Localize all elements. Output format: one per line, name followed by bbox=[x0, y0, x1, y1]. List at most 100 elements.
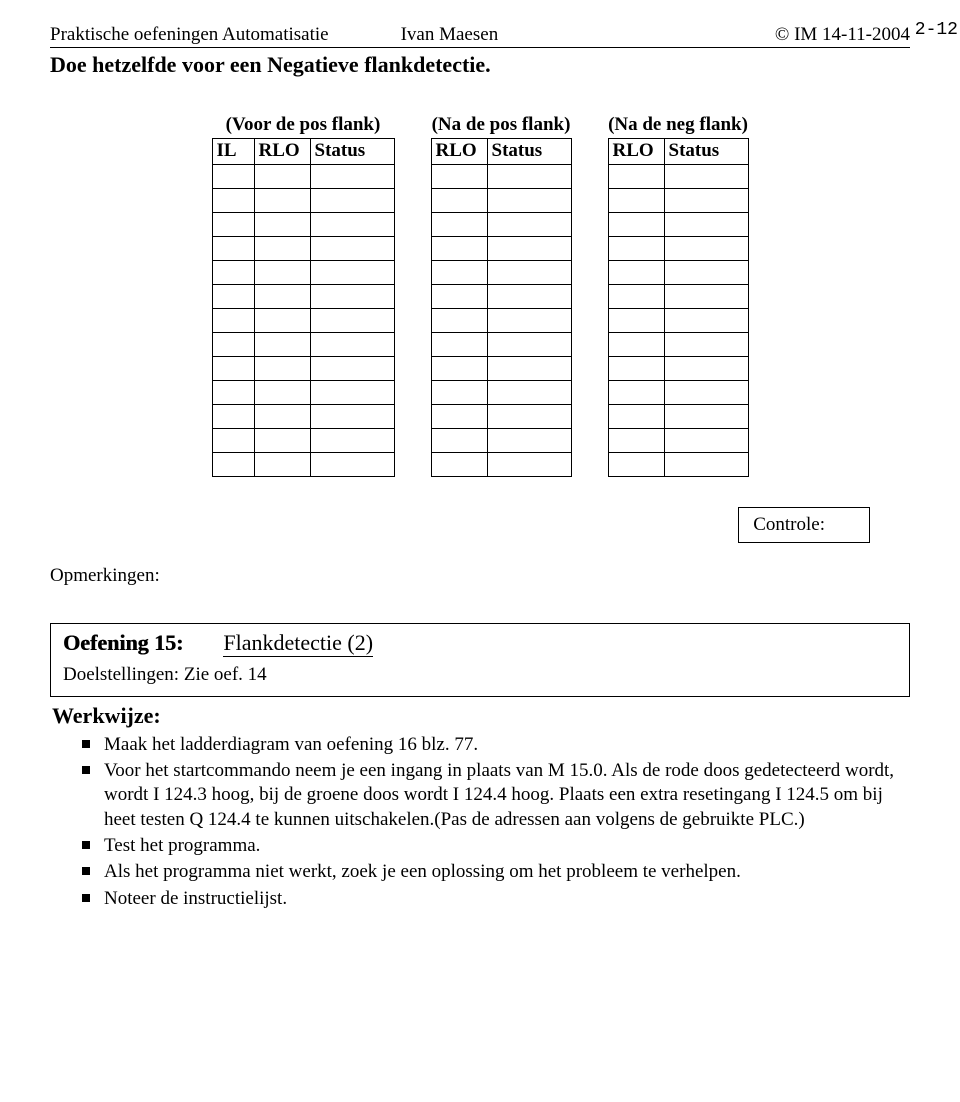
table-cell bbox=[431, 332, 487, 356]
table-row bbox=[212, 236, 394, 260]
table-3: RLOStatus bbox=[608, 138, 749, 477]
table-row bbox=[608, 380, 748, 404]
table-cell bbox=[608, 212, 664, 236]
controle-wrap: Controle: bbox=[50, 507, 910, 543]
table-cell bbox=[310, 284, 394, 308]
table-row bbox=[608, 452, 748, 476]
table-cell bbox=[212, 212, 254, 236]
table-cell bbox=[310, 212, 394, 236]
table-cell bbox=[212, 164, 254, 188]
page-number: 2-12 bbox=[915, 20, 958, 42]
list-item: Maak het ladderdiagram van oefening 16 b… bbox=[104, 733, 910, 757]
table-row bbox=[608, 308, 748, 332]
table-cell bbox=[310, 164, 394, 188]
table-cell bbox=[212, 260, 254, 284]
table-cell bbox=[431, 308, 487, 332]
table-cell bbox=[212, 188, 254, 212]
table-row bbox=[431, 332, 571, 356]
table-cell bbox=[212, 284, 254, 308]
table-row bbox=[608, 164, 748, 188]
table-header-cell: Status bbox=[487, 138, 571, 164]
table-cell bbox=[608, 380, 664, 404]
table-cell bbox=[664, 164, 748, 188]
table-cell bbox=[487, 428, 571, 452]
werkwijze-label: Werkwijze: bbox=[52, 703, 910, 729]
table-cell bbox=[431, 212, 487, 236]
opmerkingen-label: Opmerkingen: bbox=[50, 565, 910, 587]
table-row bbox=[212, 452, 394, 476]
table-header-cell: RLO bbox=[431, 138, 487, 164]
exercise-title-row: Oefening 15: Flankdetectie (2) bbox=[63, 630, 899, 656]
table-row bbox=[212, 308, 394, 332]
table-2: RLOStatus bbox=[431, 138, 572, 477]
table-cell bbox=[608, 428, 664, 452]
table-cell bbox=[664, 356, 748, 380]
table-cell bbox=[310, 380, 394, 404]
table-row bbox=[431, 188, 571, 212]
table-2-wrap: (Na de pos flank) RLOStatus bbox=[431, 114, 572, 477]
table-cell bbox=[431, 380, 487, 404]
table-cell bbox=[487, 260, 571, 284]
table-cell bbox=[212, 428, 254, 452]
table-cell bbox=[254, 188, 310, 212]
table-cell bbox=[310, 404, 394, 428]
table-cell bbox=[487, 404, 571, 428]
table-row bbox=[431, 428, 571, 452]
table-cell bbox=[608, 332, 664, 356]
table-cell bbox=[310, 452, 394, 476]
table-3-caption: (Na de neg flank) bbox=[608, 114, 748, 136]
table-row bbox=[212, 356, 394, 380]
table-cell bbox=[608, 404, 664, 428]
table-row bbox=[212, 332, 394, 356]
table-cell bbox=[664, 428, 748, 452]
table-cell bbox=[664, 260, 748, 284]
table-row bbox=[431, 356, 571, 380]
table-cell bbox=[212, 452, 254, 476]
table-cell bbox=[254, 284, 310, 308]
table-cell bbox=[487, 212, 571, 236]
exercise-label: Oefening 15: bbox=[63, 630, 183, 656]
table-row bbox=[212, 212, 394, 236]
table-cell bbox=[254, 356, 310, 380]
table-cell bbox=[212, 308, 254, 332]
table-row bbox=[431, 212, 571, 236]
table-cell bbox=[608, 260, 664, 284]
table-cell bbox=[431, 260, 487, 284]
table-row bbox=[608, 188, 748, 212]
table-row bbox=[431, 380, 571, 404]
controle-box: Controle: bbox=[738, 507, 870, 543]
table-cell bbox=[664, 404, 748, 428]
table-cell bbox=[254, 332, 310, 356]
table-row bbox=[608, 212, 748, 236]
table-cell bbox=[664, 332, 748, 356]
table-row bbox=[608, 236, 748, 260]
table-cell bbox=[254, 428, 310, 452]
table-header-cell: RLO bbox=[254, 138, 310, 164]
table-cell bbox=[664, 380, 748, 404]
table-1-wrap: (Voor de pos flank) ILRLOStatus bbox=[212, 114, 395, 477]
table-row bbox=[608, 260, 748, 284]
table-cell bbox=[608, 356, 664, 380]
table-header-cell: RLO bbox=[608, 138, 664, 164]
table-cell bbox=[254, 452, 310, 476]
werkwijze-list: Maak het ladderdiagram van oefening 16 b… bbox=[50, 733, 910, 911]
table-cell bbox=[664, 452, 748, 476]
exercise-box: Oefening 15: Flankdetectie (2) Doelstell… bbox=[50, 623, 910, 697]
table-header-cell: Status bbox=[664, 138, 748, 164]
table-cell bbox=[310, 308, 394, 332]
table-cell bbox=[310, 356, 394, 380]
table-cell bbox=[310, 260, 394, 284]
table-cell bbox=[254, 380, 310, 404]
table-1: ILRLOStatus bbox=[212, 138, 395, 477]
table-3-wrap: (Na de neg flank) RLOStatus bbox=[608, 114, 749, 477]
table-cell bbox=[487, 188, 571, 212]
table-cell bbox=[487, 332, 571, 356]
table-cell bbox=[212, 380, 254, 404]
table-row bbox=[431, 236, 571, 260]
table-cell bbox=[608, 308, 664, 332]
table-cell bbox=[664, 188, 748, 212]
table-cell bbox=[487, 308, 571, 332]
table-cell bbox=[212, 356, 254, 380]
table-cell bbox=[212, 404, 254, 428]
table-2-caption: (Na de pos flank) bbox=[432, 114, 571, 136]
